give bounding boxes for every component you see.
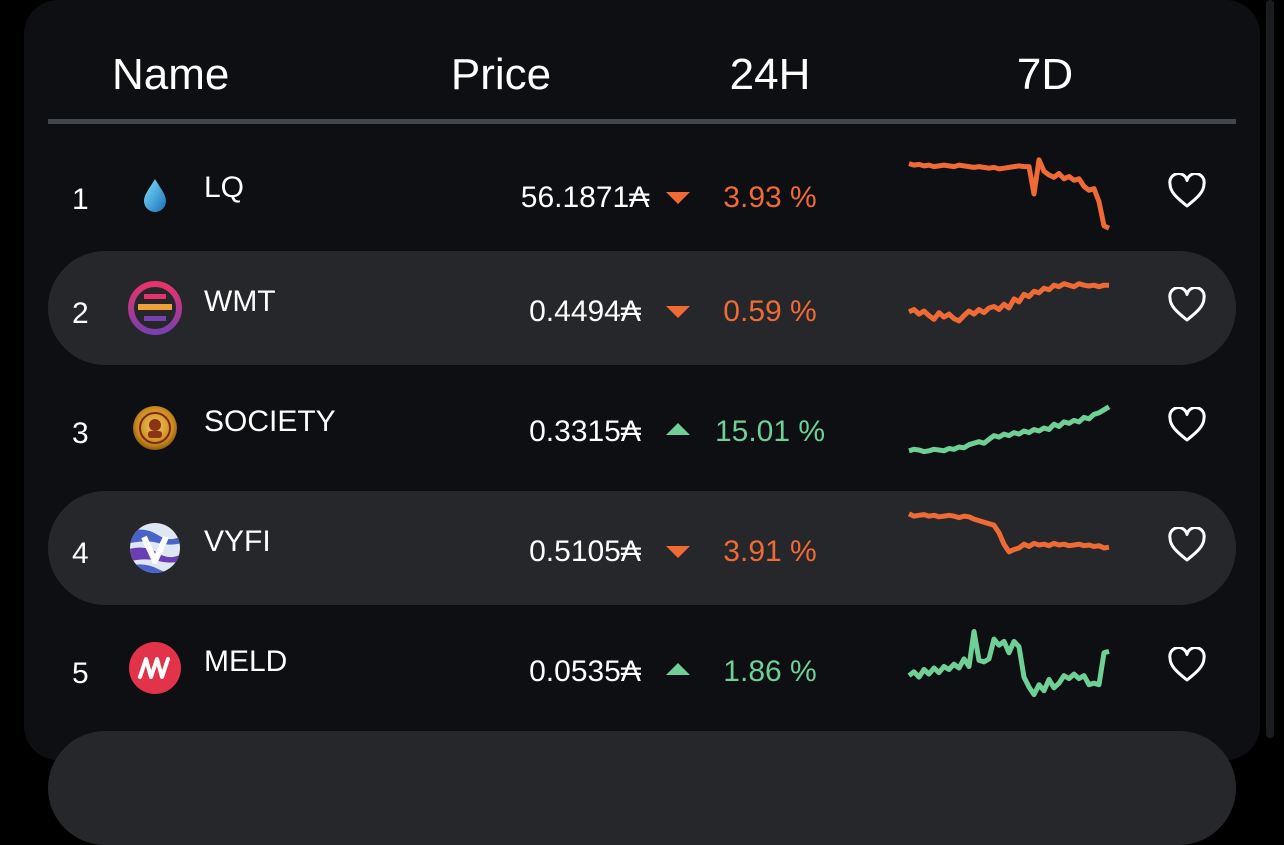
header-divider — [48, 119, 1236, 124]
change-24h: 0.59 % — [723, 295, 817, 328]
column-header-7d[interactable]: 7D — [1016, 50, 1074, 99]
rank-number: 2 — [72, 297, 89, 330]
sparkline-7d — [908, 157, 1111, 231]
token-row[interactable]: 1 LQ 56.1871₳ 3.93 % — [48, 137, 1236, 251]
rank-number: 3 — [72, 417, 89, 450]
token-ticker: WMT — [204, 285, 276, 318]
token-price: 0.5105₳ — [529, 535, 641, 568]
market-list-panel — [24, 0, 1260, 760]
wmt-logo-icon — [128, 281, 182, 335]
sparkline-series — [907, 281, 1109, 324]
rank-number: 1 — [72, 183, 89, 216]
token-ticker: LQ — [204, 171, 245, 204]
token-price: 0.4494₳ — [529, 295, 641, 328]
sparkline-7d — [907, 281, 1109, 324]
change-24h: 3.91 % — [723, 535, 817, 568]
sparkline-7d — [907, 511, 1110, 555]
token-price: 0.0535₳ — [529, 655, 641, 688]
sparkline-series — [908, 404, 1111, 455]
society-coin-icon — [133, 406, 177, 450]
change-24h: 15.01 % — [714, 415, 826, 448]
favorite-heart-icon[interactable] — [1167, 407, 1207, 443]
vyfi-logo-icon — [130, 523, 180, 573]
token-price: 56.1871₳ — [520, 181, 650, 214]
rank-number: 5 — [72, 657, 89, 690]
rank-number: 4 — [72, 537, 89, 570]
token-row[interactable]: 3 SOCIETY 0.3315₳ 15.01 % — [48, 371, 1236, 485]
column-header-24h[interactable]: 24H — [729, 50, 811, 99]
meld-logo-icon — [129, 642, 181, 694]
token-row[interactable]: 5 MELD 0.0535₳ 1.86 % — [48, 611, 1236, 725]
sparkline-series — [907, 511, 1110, 555]
change-down-arrow-icon — [666, 306, 690, 318]
scrollbar[interactable] — [1266, 0, 1274, 738]
token-row-partial[interactable] — [48, 731, 1236, 845]
favorite-heart-icon[interactable] — [1167, 173, 1207, 209]
token-price: 0.3315₳ — [529, 415, 641, 448]
change-down-arrow-icon — [666, 546, 690, 558]
token-row[interactable]: 4 VYFI 0.5105₳ 3.91 % — [48, 491, 1236, 605]
change-24h: 3.93 % — [723, 181, 817, 214]
favorite-heart-icon[interactable] — [1167, 527, 1207, 563]
token-ticker: MELD — [204, 645, 288, 678]
sparkline-7d — [908, 404, 1111, 455]
column-header-price[interactable]: Price — [450, 50, 552, 99]
sparkline-7d — [907, 629, 1110, 698]
favorite-heart-icon[interactable] — [1167, 287, 1207, 323]
droplet-icon — [144, 179, 166, 212]
change-24h: 1.86 % — [723, 655, 817, 688]
token-ticker: SOCIETY — [204, 405, 336, 438]
token-ticker: VYFI — [204, 525, 271, 558]
change-down-arrow-icon — [666, 192, 690, 204]
sparkline-series — [907, 629, 1110, 698]
favorite-heart-icon[interactable] — [1167, 647, 1207, 683]
change-up-arrow-icon — [666, 423, 690, 435]
change-up-arrow-icon — [666, 663, 690, 675]
token-row[interactable]: 2 WMT 0.4494₳ 0.59 % — [48, 251, 1236, 365]
column-header-name[interactable]: Name — [112, 50, 230, 99]
sparkline-series — [908, 157, 1111, 231]
table-header: Name Price 24H 7D — [0, 40, 1284, 110]
